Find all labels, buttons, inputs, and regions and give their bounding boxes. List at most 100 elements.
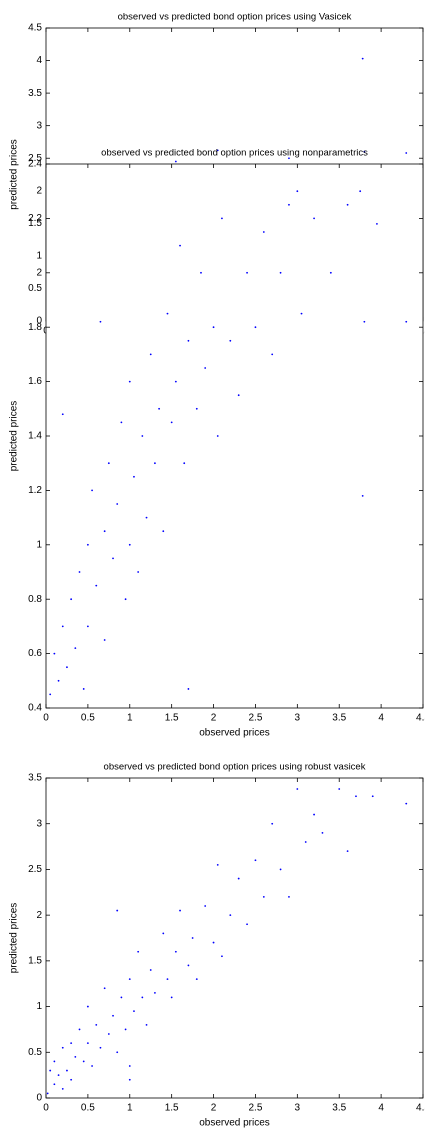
point xyxy=(57,679,60,682)
point xyxy=(133,475,135,478)
point xyxy=(162,932,165,935)
point xyxy=(99,320,102,323)
point xyxy=(57,1074,60,1077)
point xyxy=(405,802,408,805)
x-tick-label: 2.5 xyxy=(248,1103,262,1114)
point xyxy=(154,462,156,465)
point xyxy=(262,231,265,233)
x-tick-label: 4.5 xyxy=(416,713,425,724)
point xyxy=(296,190,299,193)
point xyxy=(279,868,282,871)
point xyxy=(338,788,341,790)
plot-area xyxy=(45,777,424,1099)
point xyxy=(229,339,232,342)
point xyxy=(61,1087,64,1090)
point xyxy=(149,353,152,356)
y-tick-label: 2.5 xyxy=(28,153,42,164)
y-axis-label: predicted prices xyxy=(9,139,20,210)
point xyxy=(216,149,219,152)
point xyxy=(195,978,198,981)
point xyxy=(53,1083,56,1086)
y-tick-label: 1.5 xyxy=(28,955,42,966)
y-tick-label: 0 xyxy=(36,316,42,327)
x-tick-label: 0.5 xyxy=(81,713,95,724)
point xyxy=(137,571,140,573)
point xyxy=(166,312,169,315)
point xyxy=(204,367,207,369)
y-tick-label: 2 xyxy=(36,267,42,278)
point xyxy=(212,326,215,329)
point xyxy=(61,625,64,628)
point xyxy=(361,494,364,497)
point xyxy=(321,831,324,834)
point xyxy=(183,462,186,465)
point xyxy=(137,950,140,953)
y-tick-label: 3.5 xyxy=(28,773,42,784)
point xyxy=(86,1042,89,1045)
point xyxy=(107,1033,110,1035)
y-tick-label: 3.5 xyxy=(28,88,42,99)
point xyxy=(174,160,177,163)
y-tick-label: 4.5 xyxy=(28,23,42,34)
point xyxy=(229,914,232,917)
point xyxy=(116,503,119,505)
point xyxy=(346,203,349,206)
x-tick-label: 4 xyxy=(378,1103,384,1114)
point xyxy=(91,1065,93,1067)
y-tick-label: 1.4 xyxy=(28,431,42,442)
y-tick-label: 1.2 xyxy=(28,485,42,496)
y-tick-label: 0.5 xyxy=(28,283,42,294)
point xyxy=(95,584,98,587)
point xyxy=(162,530,165,533)
point xyxy=(216,435,219,437)
x-tick-label: 2 xyxy=(211,1103,217,1114)
point xyxy=(200,271,202,274)
x-tick-label: 2.5 xyxy=(248,713,262,724)
x-tick-label: 3.5 xyxy=(332,1103,346,1114)
point xyxy=(300,312,303,315)
y-tick-label: 0.4 xyxy=(28,703,42,714)
point xyxy=(221,217,223,220)
point xyxy=(237,394,240,397)
y-tick-label: 2.4 xyxy=(28,159,42,170)
x-tick-label: 0 xyxy=(43,713,49,724)
point xyxy=(61,413,64,416)
point xyxy=(204,905,207,907)
point xyxy=(361,57,364,60)
x-tick-label: 0.5 xyxy=(81,1103,95,1114)
point xyxy=(288,157,290,160)
point xyxy=(355,795,357,798)
point xyxy=(187,964,190,967)
point xyxy=(86,1005,89,1008)
x-tick-label: 1.5 xyxy=(165,1103,179,1114)
point xyxy=(128,978,131,981)
y-tick-label: 1 xyxy=(36,1001,42,1012)
point xyxy=(141,435,144,437)
point xyxy=(82,688,85,690)
point xyxy=(61,1046,64,1049)
point xyxy=(174,380,177,383)
point xyxy=(170,996,173,999)
point xyxy=(246,923,248,926)
point xyxy=(304,841,307,843)
point xyxy=(128,543,131,546)
point xyxy=(195,407,198,410)
point xyxy=(124,1028,127,1031)
point xyxy=(112,557,114,560)
point xyxy=(216,863,219,866)
point xyxy=(116,1051,119,1054)
x-axis-label: observed prices xyxy=(199,728,270,739)
y-axis-label: predicted prices xyxy=(9,903,20,974)
y-tick-label: 1.8 xyxy=(28,322,42,333)
point xyxy=(66,666,68,669)
x-tick-label: 0 xyxy=(43,1103,49,1114)
y-tick-label: 2.2 xyxy=(28,213,42,224)
point xyxy=(141,996,144,999)
point xyxy=(70,1042,73,1045)
point xyxy=(174,950,177,953)
y-tick-label: 3 xyxy=(36,818,42,829)
point xyxy=(288,895,290,898)
point xyxy=(86,543,89,546)
point xyxy=(191,937,194,939)
